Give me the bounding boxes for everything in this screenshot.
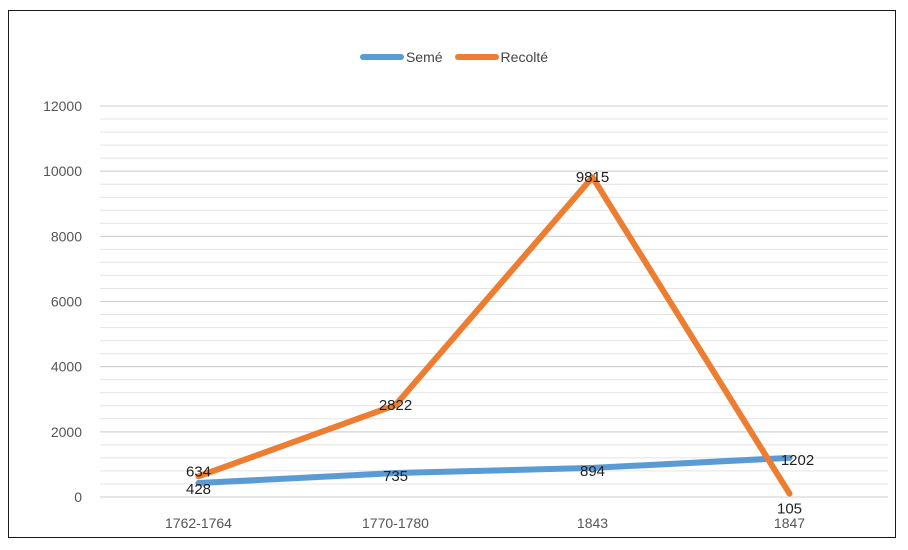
data-label: 634 bbox=[186, 463, 211, 480]
data-label: 1202 bbox=[781, 452, 814, 469]
series-line-1 bbox=[195, 174, 793, 497]
y-tick-label: 6000 bbox=[51, 294, 82, 310]
chart-legend: Semé Recolté bbox=[0, 44, 908, 70]
y-tick-label: 8000 bbox=[51, 228, 82, 244]
y-tick-label: 12000 bbox=[43, 98, 82, 114]
x-tick-label: 1762-1764 bbox=[165, 515, 232, 531]
data-label: 735 bbox=[383, 468, 408, 485]
y-tick-label: 10000 bbox=[43, 163, 82, 179]
data-label: 894 bbox=[580, 463, 605, 480]
data-label: 428 bbox=[186, 481, 211, 498]
x-tick-label: 1847 bbox=[774, 515, 805, 531]
legend-item-seme: Semé bbox=[359, 49, 443, 65]
legend-swatch-seme bbox=[359, 54, 404, 60]
data-label: 9815 bbox=[576, 169, 609, 186]
legend-swatch-recolte bbox=[454, 54, 499, 60]
data-label: 2822 bbox=[379, 397, 412, 414]
data-label: 105 bbox=[777, 501, 802, 518]
series-line-0 bbox=[195, 454, 793, 487]
legend-label-recolte: Recolté bbox=[500, 49, 549, 65]
legend-item-recolte: Recolté bbox=[454, 49, 549, 65]
y-tick-label: 0 bbox=[74, 489, 82, 505]
x-tick-label: 1770-1780 bbox=[362, 515, 429, 531]
chart-frame bbox=[8, 10, 896, 538]
y-tick-label: 2000 bbox=[51, 424, 82, 440]
y-tick-label: 4000 bbox=[51, 359, 82, 375]
legend-label-seme: Semé bbox=[405, 49, 443, 65]
x-tick-label: 1843 bbox=[577, 515, 608, 531]
